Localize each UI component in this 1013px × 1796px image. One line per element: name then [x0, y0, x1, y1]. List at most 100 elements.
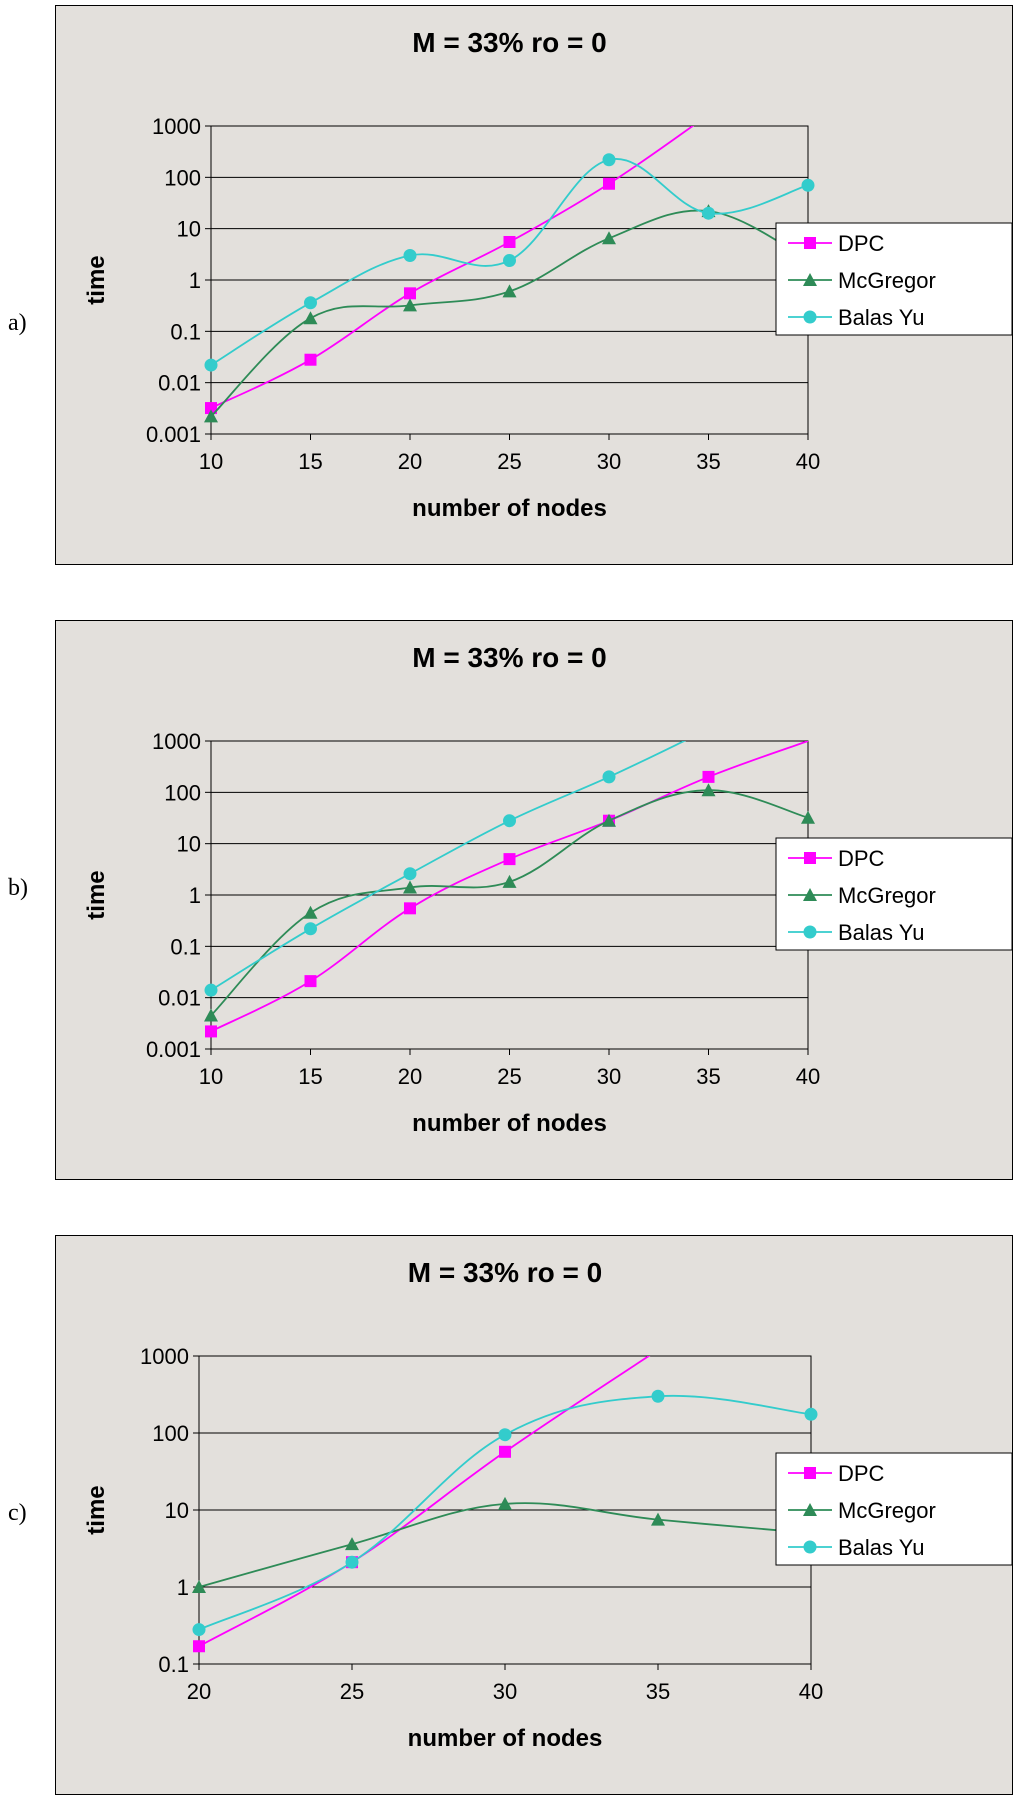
chart-title: M = 33% ro = 0 — [408, 1257, 603, 1288]
panel-label-b: b) — [8, 875, 28, 901]
gridlines — [211, 740, 808, 1050]
data-point — [404, 287, 416, 300]
data-point — [602, 231, 616, 245]
y-tick-label: 1000 — [152, 114, 201, 139]
y-axis-title: time — [83, 1485, 110, 1534]
data-point — [498, 1496, 512, 1510]
y-tick-label: 0.01 — [158, 371, 201, 396]
y-tick-label: 0.1 — [158, 1652, 189, 1677]
legend-entry: McGregor — [788, 1498, 936, 1523]
data-point — [304, 975, 317, 988]
data-point — [603, 177, 615, 190]
data-point — [701, 783, 716, 797]
data-point — [304, 296, 317, 310]
series-dpc — [205, 126, 695, 415]
data-point — [403, 880, 417, 894]
data-point — [801, 810, 815, 824]
x-tick-label: 35 — [696, 1064, 720, 1089]
legend-marker — [803, 273, 817, 286]
series-balas-yu — [204, 153, 815, 372]
legend-label: DPC — [838, 846, 885, 871]
data-point — [503, 253, 516, 267]
y-tick-label: 10 — [177, 217, 201, 242]
data-point — [204, 358, 218, 372]
data-point — [205, 1025, 217, 1038]
y-tick-label: 0.01 — [158, 986, 201, 1011]
legend: DPC McGregor Balas Yu — [775, 222, 1013, 336]
data-point — [702, 206, 715, 220]
y-axis-title: time — [83, 255, 110, 304]
data-point — [304, 353, 317, 366]
chart-b: M = 33% ro = 0 0.001 0.01 0.1 1 10 100 1000 10 15… — [83, 642, 1013, 1137]
data-point — [345, 1537, 359, 1551]
legend-label: McGregor — [838, 883, 936, 908]
legend-marker — [803, 1503, 817, 1516]
data-point — [303, 311, 318, 325]
data-point — [503, 235, 516, 248]
x-tick-label: 35 — [696, 449, 720, 474]
y-tick-labels: 0.1 1 10 100 1000 — [140, 1344, 199, 1677]
x-tick-label: 30 — [597, 1064, 621, 1089]
x-tick-label: 10 — [199, 449, 223, 474]
x-axis-title: number of nodes — [408, 1725, 603, 1752]
x-tick-label: 20 — [398, 1064, 422, 1089]
y-tick-label: 1 — [189, 268, 201, 293]
series-mcgregor — [192, 1496, 818, 1593]
y-tick-label: 0.001 — [146, 422, 201, 447]
legend-marker — [804, 852, 816, 864]
legend-entry: DPC — [788, 231, 885, 256]
data-point — [499, 1445, 511, 1458]
y-tick-labels: 0.001 0.01 0.1 1 10 100 1000 — [146, 729, 211, 1062]
y-tick-label: 1 — [189, 883, 201, 908]
legend-label: Balas Yu — [838, 920, 924, 945]
data-point — [193, 1640, 205, 1653]
legend: DPC McGregor Balas Yu — [775, 1452, 1013, 1566]
x-tick-label: 20 — [187, 1679, 211, 1704]
legend-entry: Balas Yu — [788, 1535, 924, 1560]
y-tick-label: 10 — [165, 1498, 189, 1523]
series-balas-yu — [204, 741, 687, 997]
data-point — [192, 1623, 206, 1637]
data-point — [403, 298, 417, 312]
data-point — [702, 770, 715, 783]
x-tick-label: 40 — [796, 449, 820, 474]
data-point — [503, 814, 516, 828]
data-point — [801, 178, 815, 192]
x-tick-label: 40 — [796, 1064, 820, 1089]
x-tick-label: 35 — [646, 1679, 670, 1704]
x-tick-label: 20 — [398, 449, 422, 474]
legend-entry: DPC — [788, 846, 885, 871]
y-tick-label: 100 — [164, 165, 201, 190]
legend-label: Balas Yu — [838, 1535, 924, 1560]
x-tick-label: 40 — [799, 1679, 823, 1704]
data-point — [502, 284, 517, 298]
chart-c: M = 33% ro = 0 0.1 1 10 100 1000 20 25 30 35 40 num… — [83, 1257, 1013, 1752]
data-point — [345, 1555, 359, 1569]
y-tick-label: 1000 — [152, 729, 201, 754]
data-point — [602, 770, 616, 784]
series-dpc — [193, 1356, 651, 1653]
x-tick-label: 25 — [497, 449, 521, 474]
x-tick-label: 15 — [298, 1064, 322, 1089]
legend-marker — [803, 310, 817, 324]
data-point — [502, 874, 517, 888]
chart-box-c: M = 33% ro = 0 0.1 1 10 100 1000 20 25 30 35 40 num… — [55, 1235, 1013, 1795]
data-point — [403, 249, 417, 263]
x-tick-label: 30 — [493, 1679, 517, 1704]
legend-entry: DPC — [788, 1461, 885, 1486]
data-point — [304, 922, 317, 936]
panel-label-c: c) — [8, 1500, 27, 1526]
data-point — [651, 1389, 665, 1403]
x-axis-title: number of nodes — [412, 1110, 607, 1137]
data-point — [404, 902, 416, 915]
x-tick-label: 25 — [340, 1679, 364, 1704]
legend-label: McGregor — [838, 268, 936, 293]
legend-label: Balas Yu — [838, 305, 924, 330]
x-tick-labels: 10 15 20 25 30 35 40 — [199, 434, 820, 474]
chart-title: M = 33% ro = 0 — [412, 27, 607, 58]
y-tick-label: 1 — [177, 1575, 189, 1600]
y-tick-label: 0.1 — [170, 934, 201, 959]
data-point — [204, 1008, 218, 1022]
legend-marker — [803, 1540, 817, 1554]
series-balas-yu — [192, 1389, 818, 1637]
